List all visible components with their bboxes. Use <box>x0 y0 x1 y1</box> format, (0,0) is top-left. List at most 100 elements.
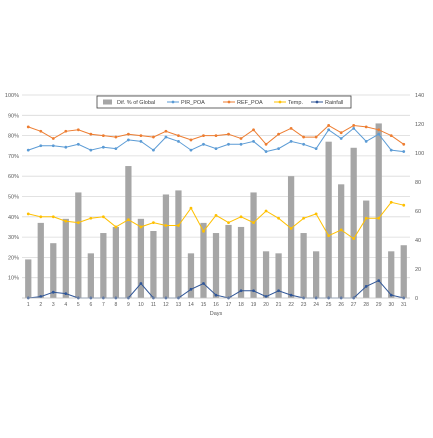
bar <box>125 166 132 298</box>
legend-marker <box>227 100 231 104</box>
bar <box>287 176 295 298</box>
series-point <box>39 295 43 298</box>
x-tick-label: 17 <box>226 302 232 308</box>
series-point <box>389 200 393 204</box>
x-tick-label: 15 <box>201 302 207 308</box>
series-point <box>389 148 393 152</box>
series-point <box>214 293 218 297</box>
series-point <box>252 128 255 132</box>
bar <box>300 233 307 298</box>
series-point <box>327 128 331 132</box>
series-point <box>139 134 143 138</box>
y-left-tick-label: 90% <box>8 113 19 119</box>
series-point <box>364 125 368 129</box>
legend-label: Dif. % of Global <box>117 100 155 106</box>
series-point <box>402 150 406 153</box>
series-point <box>364 216 368 220</box>
series-point <box>202 134 205 138</box>
x-tick-label: 24 <box>313 302 319 308</box>
series-point <box>89 148 93 152</box>
bar <box>313 251 320 298</box>
y-right-tick-label: 0 <box>415 296 418 302</box>
x-tick-label: 13 <box>176 302 182 308</box>
series-point <box>189 287 193 291</box>
x-tick-label: 11 <box>151 302 156 308</box>
x-tick-label: 9 <box>127 302 130 308</box>
bar <box>225 224 232 298</box>
legend: Dif. % of Global PIR_POA REF_POA Temp. Rainf… <box>96 95 352 109</box>
y-right-tick-label: 100 <box>415 151 424 157</box>
x-tick-label: 29 <box>376 302 382 308</box>
series-point <box>51 215 55 219</box>
series-point <box>114 225 118 229</box>
series-point <box>364 140 368 143</box>
axes: 10% 20% 30% 40% 50% 60% 70% 80% 90% 100% 0 20 40 60 80… <box>5 93 424 317</box>
series-point <box>314 147 318 151</box>
bar <box>50 243 57 298</box>
bar <box>87 253 94 298</box>
legend-marker <box>278 100 282 104</box>
series-point <box>402 203 406 207</box>
bar <box>262 251 270 298</box>
series-point <box>239 289 243 293</box>
series-point <box>277 132 280 136</box>
x-tick-label: 1 <box>27 302 30 308</box>
bar <box>150 231 157 298</box>
series-point <box>139 140 143 143</box>
line-series <box>26 124 406 146</box>
series-point <box>327 124 331 127</box>
x-tick-label: 12 <box>163 302 169 308</box>
grid <box>22 94 410 279</box>
y-left-tick-label: 40% <box>8 215 19 221</box>
series-point <box>377 216 381 220</box>
bar <box>175 190 182 298</box>
x-tick-label: 22 <box>288 302 294 308</box>
series-point <box>339 228 343 232</box>
series-point <box>189 148 193 152</box>
series-point <box>89 132 93 136</box>
series-point <box>101 145 105 149</box>
series-point <box>189 206 193 210</box>
x-tick-label: 21 <box>276 302 282 308</box>
series-point <box>264 142 268 146</box>
legend-label: Rainfall <box>325 100 343 106</box>
x-tick-label: 3 <box>52 302 55 308</box>
x-tick-label: 25 <box>326 302 332 308</box>
series-point <box>252 289 255 293</box>
legend-marker <box>171 100 175 104</box>
bar <box>275 253 282 298</box>
line-series <box>26 126 406 153</box>
y-right-tick-label: 20 <box>415 267 421 273</box>
series-point <box>214 134 218 138</box>
legend-marker <box>315 100 319 104</box>
series-point <box>239 142 243 146</box>
y-right-tick-label: 40 <box>415 238 421 244</box>
bar <box>237 226 245 298</box>
x-tick-label: 2 <box>39 302 42 308</box>
bar <box>37 222 44 298</box>
series-point <box>101 215 105 219</box>
series-point <box>51 290 55 294</box>
series-point <box>239 137 243 140</box>
bar <box>250 192 257 298</box>
bar <box>100 233 107 298</box>
legend-swatch <box>103 99 112 105</box>
series-point <box>51 137 55 140</box>
x-tick-label: 4 <box>64 302 67 308</box>
series-point <box>227 142 230 146</box>
series-point <box>227 221 230 225</box>
y-left-tick-label: 30% <box>8 235 19 241</box>
x-tick-label: 28 <box>363 302 369 308</box>
y-right-tick-label: 80 <box>415 180 421 186</box>
series-point <box>64 292 68 296</box>
bar <box>75 192 82 298</box>
series-point <box>26 125 30 129</box>
bar <box>62 218 69 298</box>
x-axis-title: Days <box>210 311 223 317</box>
series-point <box>389 134 393 138</box>
y-left-tick-label: 100% <box>5 93 19 99</box>
series-point <box>264 209 268 213</box>
x-tick-label: 20 <box>263 302 269 308</box>
